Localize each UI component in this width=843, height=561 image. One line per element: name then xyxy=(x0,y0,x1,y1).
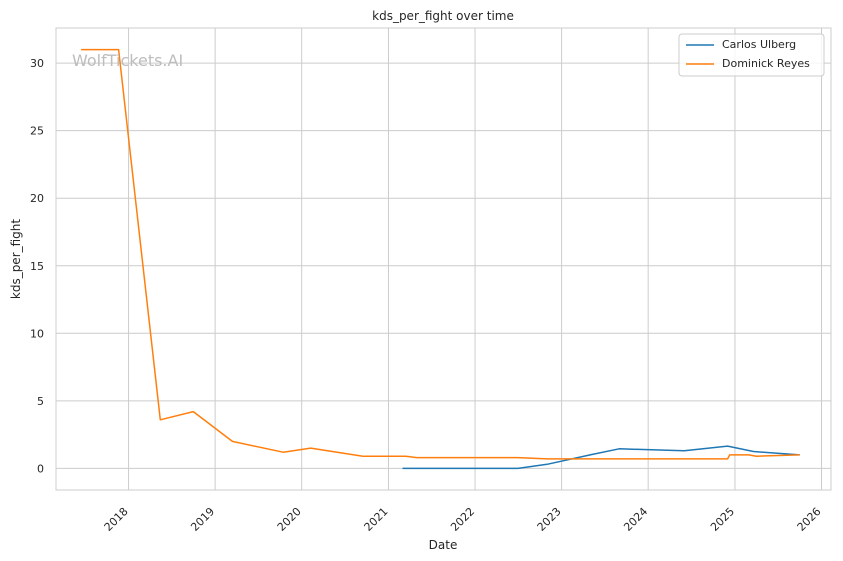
x-axis-label: Date xyxy=(429,538,458,552)
watermark: WolfTickets.AI xyxy=(72,51,183,70)
legend-label-carlos-ulberg: Carlos Ulberg xyxy=(722,38,796,51)
grid-layer xyxy=(56,28,831,490)
y-tick-label: 10 xyxy=(30,327,44,340)
chart-title: kds_per_fight over time xyxy=(372,9,514,23)
y-tick-label: 20 xyxy=(30,192,44,205)
series-layer xyxy=(81,48,800,470)
y-axis-label: kds_per_fight xyxy=(9,219,23,300)
series-line-dominick-reyes xyxy=(81,48,800,460)
y-tick-label: 5 xyxy=(37,395,44,408)
legend-box xyxy=(678,33,825,77)
y-tick-label: 15 xyxy=(30,260,44,273)
plot-frame xyxy=(55,27,832,491)
legend-label-dominick-reyes: Dominick Reyes xyxy=(722,57,810,70)
legend: Carlos Ulberg Dominick Reyes xyxy=(678,33,825,77)
y-tick-label: 25 xyxy=(30,125,44,138)
y-tick-label: 30 xyxy=(30,57,44,70)
y-tick-label: 0 xyxy=(37,462,44,475)
series-line-carlos-ulberg xyxy=(402,445,800,470)
